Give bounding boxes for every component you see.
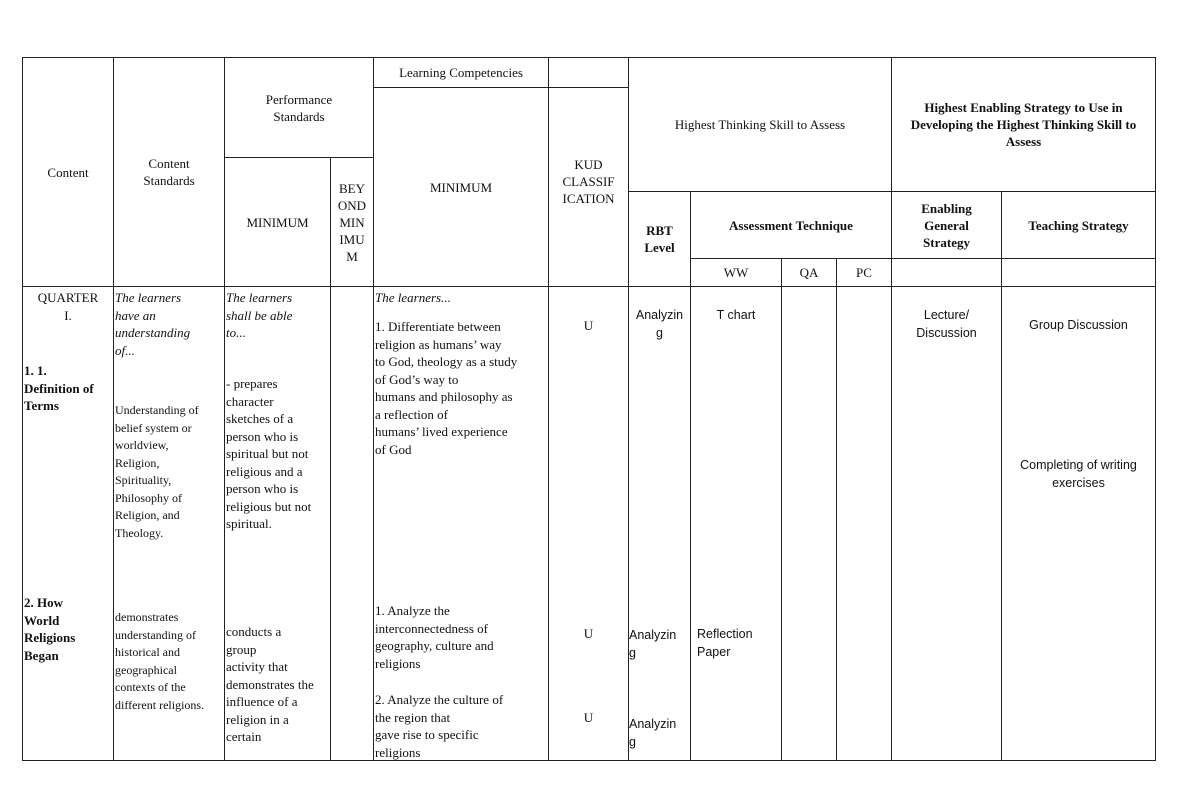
header-enabling-general-strategy: Enabling General Strategy <box>891 191 1002 259</box>
header-qa: QA <box>781 258 837 287</box>
body-col-ww <box>690 286 782 761</box>
header-assessment-technique: Assessment Technique <box>690 191 892 259</box>
competency-2-1: 1. Analyze the interconnectedness of geo… <box>375 603 494 671</box>
header-ps-minimum: MINIMUM <box>224 157 331 287</box>
kud-2-2: U <box>583 710 594 725</box>
header-ww: WW <box>690 258 782 287</box>
teaching-strategy-2: Completing of writing exercises <box>1020 458 1137 490</box>
header-empty-cell <box>548 57 629 88</box>
kud-2-1: U <box>583 626 594 641</box>
enabling-strategy-1: Lecture/ Discussion <box>916 308 977 340</box>
header-highest-thinking-skill: Highest Thinking Skill to Assess <box>628 57 892 192</box>
body-col-enabling <box>891 286 1002 761</box>
performance-standard-1: - prepares character sketches of a perso… <box>226 376 312 531</box>
empty-cell <box>1001 258 1156 287</box>
topic-definition-of-terms: 1. 1. Definition of Terms <box>24 363 94 413</box>
body-col-qa <box>781 286 837 761</box>
rbt-level-1: Analyzin g <box>635 308 684 340</box>
competency-intro: The learners... <box>375 290 451 305</box>
quarter-label: QUARTER I. <box>37 290 99 323</box>
body-col-content <box>22 286 114 761</box>
teaching-strategy-1: Group Discussion <box>1029 318 1128 332</box>
content-standard-intro: The learners have an understanding of... <box>115 290 191 358</box>
body-col-teaching <box>1001 286 1156 761</box>
header-learning-competencies: Learning Competencies <box>373 57 549 88</box>
performance-standard-intro: The learners shall be able to... <box>226 290 293 340</box>
content-standard-2: demonstrates understanding of historical… <box>115 610 205 712</box>
empty-cell <box>891 258 1002 287</box>
topic-how-world-religions-began: 2. How World Religions Began <box>24 595 76 663</box>
header-content: Content <box>22 57 114 287</box>
content-standard-1: Understanding of belief system or worldv… <box>115 403 199 540</box>
header-kud-classification: KUD CLASSIF ICATION <box>548 87 629 287</box>
competency-2-2: 2. Analyze the culture of the region tha… <box>375 692 504 760</box>
header-highest-enabling-strategy: Highest Enabling Strategy to Use in Deve… <box>891 57 1156 192</box>
kud-1: U <box>583 318 594 333</box>
body-col-kud <box>548 286 629 761</box>
ww-1: T chart <box>716 308 756 322</box>
body-col-rbt <box>628 286 691 761</box>
ww-2: Reflection Paper <box>697 627 753 659</box>
header-pc: PC <box>836 258 892 287</box>
competency-1: 1. Differentiate between religion as hum… <box>375 319 518 457</box>
rbt-level-2-2: Analyzin g <box>629 717 677 749</box>
rbt-level-2-1: Analyzin g <box>629 628 677 660</box>
header-performance-standards: Performance Standards <box>224 57 374 158</box>
header-content-standards: Content Standards <box>113 57 225 287</box>
body-col-ps-beyond <box>330 286 374 761</box>
header-teaching-strategy: Teaching Strategy <box>1001 191 1156 259</box>
body-col-pc <box>836 286 892 761</box>
header-rbt-level: RBT Level <box>628 191 691 287</box>
header-lc-minimum: MINIMUM <box>373 87 549 287</box>
performance-standard-2: conducts a group activity that demonstra… <box>226 624 314 744</box>
header-ps-beyond-minimum: BEY OND MIN IMU M <box>330 157 374 287</box>
